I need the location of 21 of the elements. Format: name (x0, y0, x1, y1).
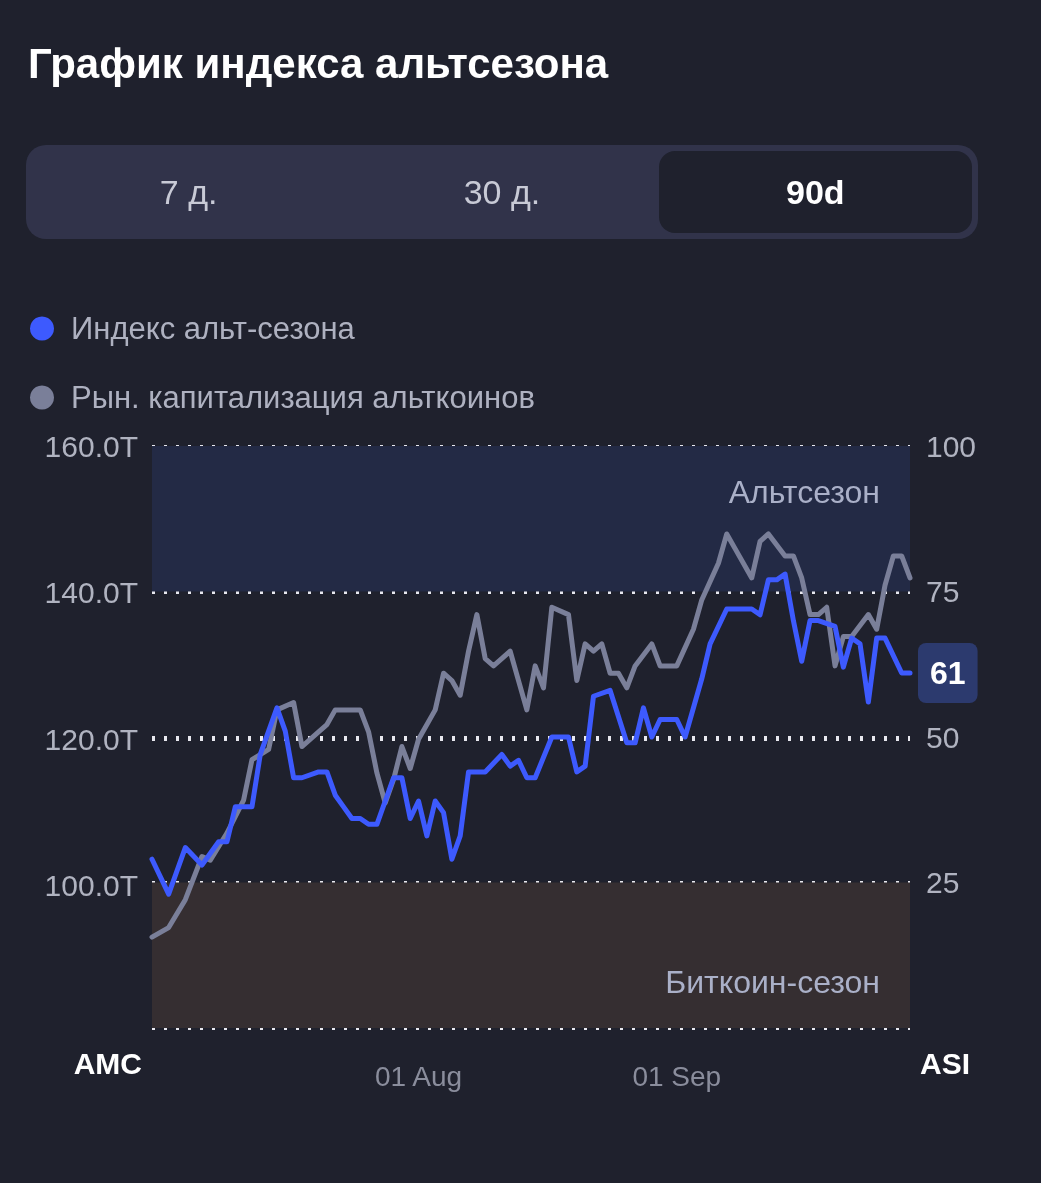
y-tick-label: 140.0T (44, 576, 138, 610)
y-axis-title: AMC (73, 1046, 142, 1080)
y2-tick-label: 25 (926, 866, 960, 899)
band-label: Альтсезон (728, 474, 880, 510)
y2-tick-label: 50 (926, 720, 960, 754)
band-label: Биткоин-сезон (665, 964, 880, 1000)
text: 90d (658, 151, 972, 233)
y2-axis-title: ASI (920, 1046, 971, 1080)
text: 30 д. (462, 172, 542, 213)
y-tick-label: 100.0T (44, 869, 138, 903)
data-label: 61 (930, 654, 966, 691)
x-tick-label: 01 Sep (632, 1060, 722, 1092)
y-tick-label: 120.0T (44, 722, 138, 756)
legend-label: Индекс альт-сезона (71, 311, 356, 346)
y2-tick-label: 100 (926, 429, 977, 463)
text: 7 д. (158, 172, 219, 213)
x-tick-label: 01 Aug (374, 1060, 463, 1092)
y2-tick-label: 75 (926, 575, 960, 608)
legend-label: Рын. капитализация альткоинов (71, 380, 535, 415)
chart-title: График индекса альтсезона (28, 40, 609, 88)
y-tick-label: 160.0T (44, 429, 138, 463)
